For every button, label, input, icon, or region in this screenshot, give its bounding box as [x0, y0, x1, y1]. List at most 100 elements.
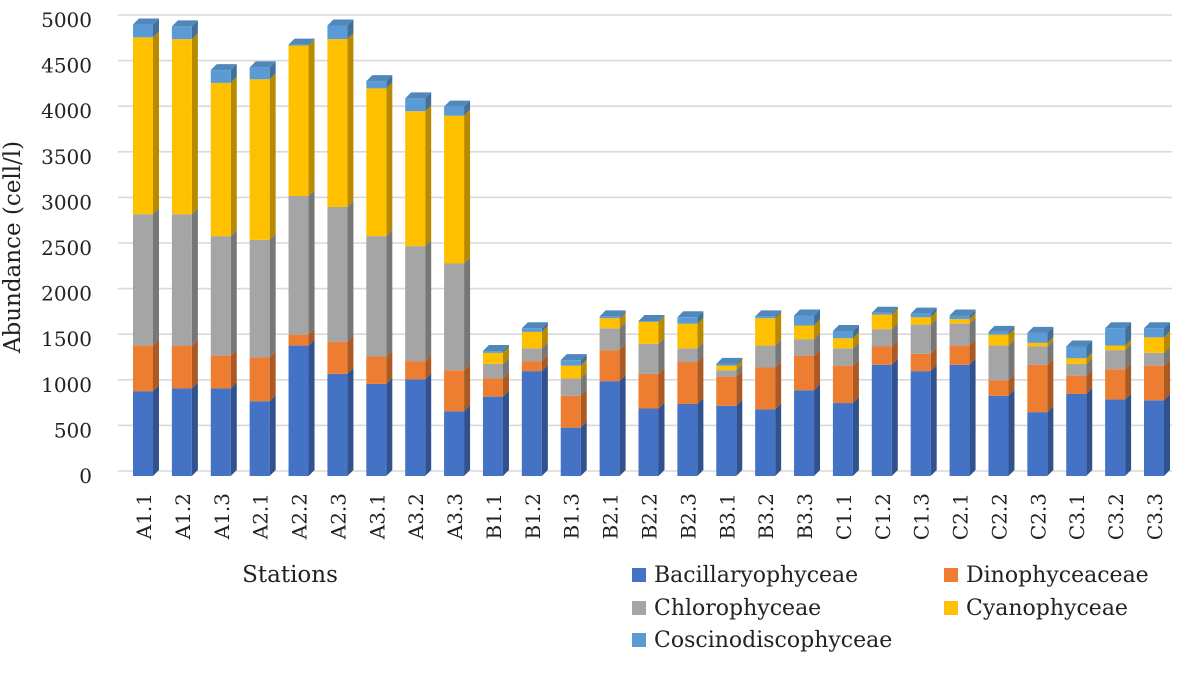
bar-segment-side	[191, 33, 198, 215]
bar-segment-side	[930, 307, 937, 318]
x-axis-ticks: A1.1 A1.2 A1.3 A2.1 A2.2 A2.3 A3.1 A3.2 A3.3 B1.1…	[132, 493, 1167, 540]
bar-segment	[133, 24, 153, 38]
x-tick-label: C2.3	[1026, 493, 1050, 540]
bar-top	[171, 20, 198, 27]
bar-segment	[210, 388, 231, 476]
bar-stack	[560, 354, 587, 476]
x-tick-label: C2.2	[987, 493, 1011, 540]
bar-stack	[521, 322, 548, 476]
bar-segment	[482, 396, 503, 476]
bar-top	[327, 19, 354, 26]
bar-segment-side	[230, 76, 237, 237]
bar-segment	[716, 405, 737, 476]
bar-segment-side	[697, 317, 704, 349]
bar-stack	[871, 306, 898, 476]
bar-segment	[171, 214, 192, 346]
x-tick-label: A2.1	[249, 493, 273, 540]
bar-segment	[1105, 328, 1126, 346]
bar-segment	[482, 351, 503, 353]
y-tick-label: 500	[54, 418, 92, 442]
bar-segment-side	[891, 308, 898, 330]
bar-segment-side	[347, 33, 354, 207]
bar-segment-side	[386, 350, 393, 384]
bar-segment	[1144, 352, 1164, 366]
bar-segment-side	[658, 337, 665, 374]
x-tick-label: A2.2	[288, 493, 312, 540]
bar-segment	[327, 25, 348, 40]
bar-segment	[210, 236, 231, 356]
x-tick-label: A1.3	[210, 493, 234, 540]
bar-segment-side	[308, 39, 315, 197]
bar-segment	[521, 328, 542, 332]
bar-stack	[949, 309, 976, 476]
bar-segment-side	[464, 405, 471, 476]
bar-segment-side	[230, 230, 237, 356]
bar-segment-side	[1008, 325, 1015, 335]
bar-segment	[794, 390, 815, 476]
bar-segment	[405, 98, 426, 112]
bar-segment	[1144, 337, 1164, 353]
bar-segment-side	[269, 73, 276, 240]
bar-segment-side	[1164, 331, 1170, 353]
bar-segment-side	[269, 61, 276, 80]
bar-segment	[677, 362, 698, 404]
bar-segment-side	[425, 92, 432, 112]
bar-stack	[327, 19, 354, 476]
bar-segment	[949, 315, 970, 320]
legend-label: Bacillaryophyceae	[654, 563, 858, 588]
bar-segment	[405, 379, 426, 476]
bar-segment	[871, 329, 892, 347]
bar-segment-side	[891, 340, 898, 365]
legend-swatch	[632, 633, 646, 647]
bar-segment	[1027, 342, 1048, 347]
bar-segment	[988, 395, 1009, 476]
bar-segment	[133, 391, 153, 476]
bar-segment	[288, 345, 309, 476]
bar-segment-side	[1086, 387, 1093, 476]
bar-segment-side	[541, 355, 548, 372]
x-tick-label: C1.1	[832, 493, 856, 540]
legend-swatch	[944, 568, 958, 582]
bar-segment	[327, 206, 348, 342]
bar-segment	[949, 364, 970, 476]
bar-segment-side	[852, 397, 859, 476]
bar-segment-side	[347, 335, 354, 374]
bar-segment-side	[541, 325, 548, 349]
bar-segment-side	[541, 365, 548, 476]
bar-stack	[444, 100, 471, 476]
bar-stack	[133, 18, 159, 476]
bar-segment	[599, 350, 620, 382]
bar-segment-side	[308, 328, 315, 346]
bar-segment	[871, 364, 892, 476]
bar-segment	[871, 314, 892, 330]
bar-segment-side	[230, 349, 237, 389]
bar-segment-side	[969, 313, 976, 324]
x-tick-label: B2.1	[599, 493, 623, 540]
bar-segment-side	[891, 358, 898, 476]
bar-segment	[444, 370, 465, 412]
bar-segment-side	[1164, 359, 1170, 401]
bar-stack	[1066, 340, 1093, 476]
y-axis-title: Abundance (cell/l)	[0, 141, 26, 354]
bar-segment-side	[580, 421, 587, 476]
legend-swatch	[632, 568, 646, 582]
bar-segment-side	[969, 309, 976, 320]
x-tick-label: B1.2	[521, 493, 545, 540]
x-tick-label: B3.2	[754, 493, 778, 540]
bar-stack	[599, 310, 626, 476]
bar-top	[988, 325, 1015, 332]
bar-top	[482, 345, 509, 352]
bar-stack	[794, 309, 821, 476]
bar-segment-side	[775, 310, 782, 319]
bar-stack	[677, 311, 704, 476]
bar-segment-side	[1047, 340, 1054, 365]
bar-segment	[327, 373, 348, 476]
bar-segment-side	[425, 355, 432, 380]
bar-segment-side	[814, 349, 821, 391]
bar-stack	[171, 20, 198, 476]
bar-segment-side	[347, 200, 354, 342]
bar-segment-side	[230, 64, 237, 83]
bar-segment	[988, 380, 1009, 396]
bar-segment-side	[153, 31, 159, 215]
